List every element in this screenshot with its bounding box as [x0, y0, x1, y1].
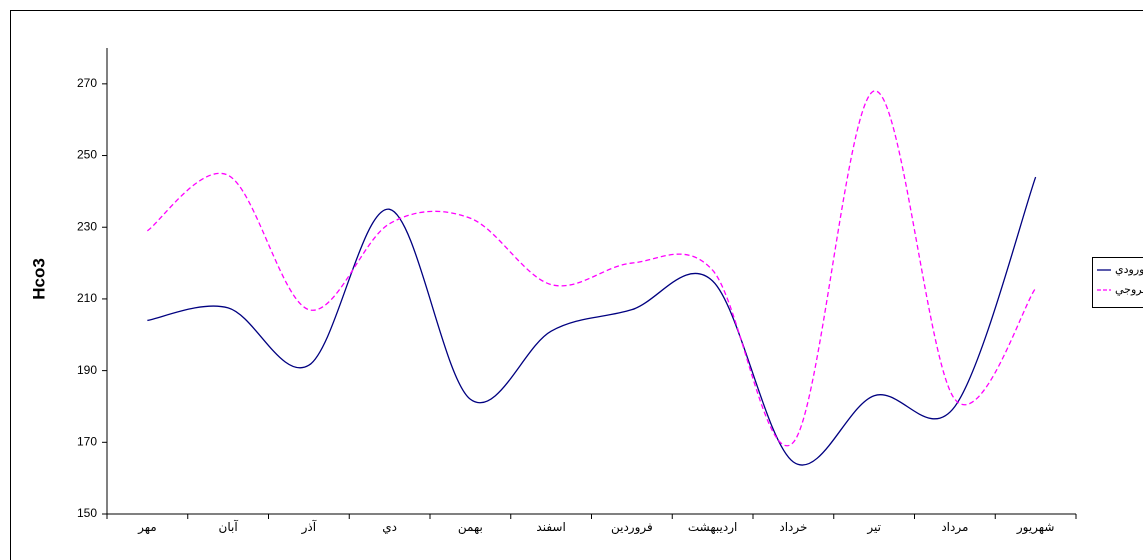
series-line [147, 176, 1037, 466]
x-tick-label: تير [866, 520, 881, 535]
x-tick-label: شهريور [1016, 520, 1055, 535]
x-tick-label: آبان [219, 519, 239, 534]
legend-box [1092, 257, 1143, 308]
y-tick-label: 210 [77, 291, 97, 305]
y-tick-label: 150 [77, 506, 97, 520]
y-axis-label: Hco3 [29, 258, 48, 300]
y-tick-label: 230 [77, 219, 97, 233]
chart-frame [10, 10, 1143, 560]
series-line [146, 90, 1037, 447]
x-tick-label: مهر [137, 520, 157, 535]
x-tick-label: اسفند [536, 520, 565, 534]
y-tick-label: 190 [77, 363, 97, 377]
y-tick-label: 270 [77, 76, 97, 90]
y-tick-label: 170 [77, 434, 97, 448]
x-tick-label: ارديبهشت [688, 520, 737, 535]
x-tick-label: مرداد [941, 520, 968, 535]
x-tick-label: دي [382, 520, 397, 534]
x-tick-label: بهمن [458, 520, 483, 535]
legend-label: خروجي [1115, 284, 1143, 296]
x-tick-label: آذر [301, 519, 317, 535]
legend-label: ورودي [1115, 264, 1143, 276]
x-tick-label: فروردين [611, 520, 653, 535]
x-tick-label: خرداد [779, 520, 807, 535]
y-tick-label: 250 [77, 148, 97, 162]
